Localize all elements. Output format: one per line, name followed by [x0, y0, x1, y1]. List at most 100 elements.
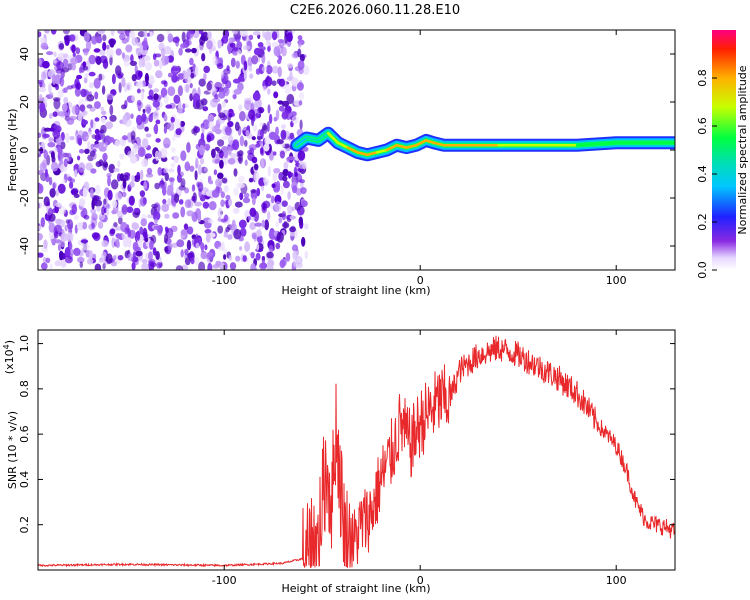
noise-blob [195, 242, 200, 249]
noise-blob [186, 142, 191, 153]
noise-blob [145, 133, 152, 138]
noise-blob [121, 52, 125, 59]
noise-blob [252, 91, 261, 102]
spectrogram-x-label: Height of straight line (km) [281, 284, 430, 297]
noise-blob [52, 182, 56, 190]
noise-blob [160, 87, 168, 98]
noise-blob [55, 202, 62, 208]
noise-blob [73, 214, 79, 221]
noise-blob [38, 233, 43, 241]
noise-blob [163, 95, 169, 104]
y-tick-label: 40 [18, 47, 31, 61]
noise-blob [153, 59, 160, 67]
noise-blob [141, 115, 149, 125]
noise-blob [94, 134, 101, 141]
noise-blob [267, 165, 271, 177]
y-tick-label: 0.2 [18, 516, 31, 534]
noise-blob [97, 142, 105, 147]
noise-blob [220, 191, 225, 199]
noise-blob [96, 205, 101, 212]
noise-blob [293, 257, 297, 268]
noise-blob [141, 262, 149, 270]
noise-blob [221, 177, 228, 184]
noise-blob [223, 233, 228, 238]
noise-blob [164, 172, 169, 182]
noise-blob [67, 219, 74, 231]
noise-blob [131, 74, 137, 82]
noise-blob [82, 110, 88, 116]
noise-blob [220, 199, 225, 207]
noise-blob [211, 189, 220, 198]
noise-blob [97, 30, 105, 35]
noise-blob [275, 126, 279, 137]
snr-multiplier-exp: 4 [2, 344, 11, 349]
noise-blob [54, 260, 62, 267]
noise-blob [117, 255, 124, 261]
noise-blob [228, 113, 233, 118]
noise-blob [291, 77, 299, 87]
noise-blob [48, 83, 52, 94]
noise-blob [286, 93, 295, 105]
noise-blob [43, 150, 49, 160]
noise-blob [80, 239, 89, 244]
noise-blob [143, 37, 148, 45]
noise-blob [164, 246, 169, 253]
noise-blob [60, 141, 66, 150]
noise-blob [126, 84, 130, 91]
noise-blob [202, 106, 209, 112]
noise-blob [205, 190, 214, 197]
noise-blob [265, 39, 271, 46]
noise-blob [47, 142, 56, 148]
noise-blob [287, 156, 295, 161]
noise-blob [84, 72, 89, 79]
noise-blob [184, 75, 192, 84]
noise-blob [197, 182, 204, 192]
noise-blob [39, 162, 47, 172]
noise-blob [118, 216, 123, 225]
noise-blob [140, 91, 145, 101]
noise-blob [182, 103, 186, 110]
noise-blob [102, 160, 108, 171]
noise-blob [86, 94, 95, 102]
noise-blob [162, 198, 167, 205]
noise-blob [130, 54, 134, 63]
noise-blob [267, 211, 271, 221]
noise-blob [101, 251, 107, 261]
noise-blob [253, 163, 259, 171]
noise-blob [47, 207, 54, 218]
noise-blob [42, 60, 50, 69]
noise-blob [122, 135, 128, 141]
track-core-segment [336, 141, 349, 149]
noise-blob [239, 246, 243, 251]
noise-blob [144, 237, 149, 243]
noise-blob [126, 32, 130, 43]
noise-blob [127, 252, 134, 262]
noise-blob [101, 206, 105, 216]
noise-blob [259, 262, 267, 270]
noise-blob [127, 119, 132, 126]
noise-blob [266, 121, 270, 132]
noise-blob [207, 262, 213, 270]
noise-blob [68, 242, 73, 250]
noise-blob [282, 222, 290, 229]
noise-blob [65, 132, 70, 143]
noise-blob [115, 48, 122, 56]
noise-blob [148, 251, 153, 261]
noise-blob [268, 113, 273, 124]
noise-blob [48, 113, 53, 119]
noise-blob [91, 198, 95, 210]
noise-blob [243, 192, 250, 199]
noise-blob [61, 67, 70, 73]
noise-blob [83, 214, 90, 220]
noise-blob [214, 158, 220, 164]
noise-blob [139, 169, 144, 181]
noise-blob [200, 35, 207, 41]
noise-blob [264, 76, 273, 87]
noise-blob [113, 168, 120, 172]
noise-blob [102, 263, 106, 270]
noise-blob [212, 55, 218, 66]
y-tick-label: 1.0 [18, 335, 31, 353]
noise-blob [220, 71, 224, 79]
track-core-segment [356, 151, 369, 157]
noise-blob [302, 146, 309, 152]
